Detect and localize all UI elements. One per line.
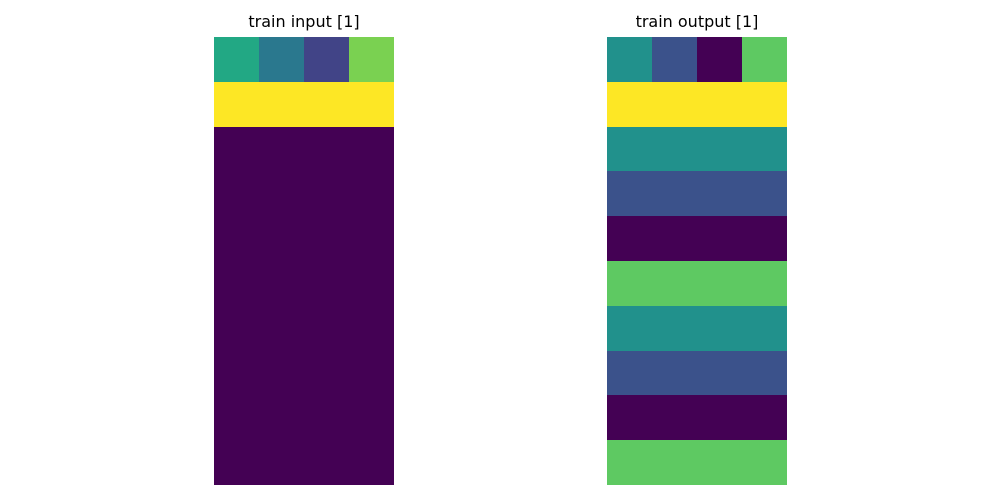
grid-cell — [259, 171, 304, 217]
grid-cell — [259, 37, 304, 82]
grid-cell — [697, 260, 742, 306]
grid-cell — [697, 350, 742, 396]
grid-cell — [652, 126, 697, 172]
grid-cell — [607, 126, 652, 172]
grid-cell — [259, 81, 304, 127]
grid-cell — [742, 81, 787, 127]
grid-cell — [349, 395, 394, 441]
grid-cell — [304, 81, 349, 127]
grid-cell — [742, 350, 787, 396]
grid-cell — [214, 440, 259, 485]
grid-cell — [214, 37, 259, 82]
grid-cell — [697, 305, 742, 351]
grid-cell — [349, 126, 394, 172]
grid-cell — [304, 395, 349, 441]
grid-cell — [349, 350, 394, 396]
grid-cell — [214, 305, 259, 351]
grid-cell — [742, 305, 787, 351]
grid-cell — [304, 216, 349, 261]
grid-cell — [259, 350, 304, 396]
grid-cell — [349, 260, 394, 306]
grid-cell — [304, 440, 349, 485]
grid-cell — [652, 216, 697, 261]
grid-cell — [607, 440, 652, 485]
grid-cell — [697, 126, 742, 172]
grid-cell — [652, 81, 697, 127]
grid-cell — [652, 395, 697, 441]
grid-cell — [697, 440, 742, 485]
panel-title: train input [1] — [248, 12, 360, 31]
grid-cell — [697, 395, 742, 441]
grid-cell — [349, 305, 394, 351]
grid-cell — [742, 126, 787, 172]
grid-cell — [607, 216, 652, 261]
grid-cell — [607, 260, 652, 306]
train-output-grid — [607, 37, 787, 485]
grid-cell — [607, 171, 652, 217]
grid-cell — [214, 395, 259, 441]
grid-cell — [697, 81, 742, 127]
grid-cell — [304, 305, 349, 351]
grid-cell — [259, 260, 304, 306]
grid-cell — [742, 440, 787, 485]
grid-cell — [742, 260, 787, 306]
grid-cell — [349, 81, 394, 127]
grid-cell — [259, 395, 304, 441]
grid-cell — [697, 37, 742, 82]
grid-cell — [304, 37, 349, 82]
grid-cell — [259, 126, 304, 172]
grid-cell — [652, 350, 697, 396]
grid-cell — [607, 81, 652, 127]
grid-cell — [349, 37, 394, 82]
grid-cell — [214, 216, 259, 261]
grid-cell — [742, 37, 787, 82]
grid-cell — [214, 171, 259, 217]
grid-cell — [304, 126, 349, 172]
grid-cell — [652, 171, 697, 217]
grid-cell — [697, 171, 742, 217]
grid-cell — [214, 81, 259, 127]
grid-cell — [742, 395, 787, 441]
grid-cell — [214, 260, 259, 306]
grid-cell — [259, 440, 304, 485]
grid-cell — [697, 216, 742, 261]
grid-cell — [214, 126, 259, 172]
grid-cell — [652, 37, 697, 82]
panel-title: train output [1] — [635, 12, 759, 31]
grid-cell — [304, 350, 349, 396]
grid-cell — [652, 440, 697, 485]
grid-cell — [742, 216, 787, 261]
grid-cell — [349, 171, 394, 217]
grid-cell — [349, 216, 394, 261]
grid-cell — [607, 37, 652, 82]
grid-cell — [652, 260, 697, 306]
grid-cell — [742, 171, 787, 217]
grid-cell — [214, 350, 259, 396]
grid-cell — [304, 171, 349, 217]
grid-cell — [304, 260, 349, 306]
grid-cell — [259, 305, 304, 351]
grid-cell — [259, 216, 304, 261]
grid-cell — [349, 440, 394, 485]
grid-cell — [607, 395, 652, 441]
grid-cell — [652, 305, 697, 351]
train-input-grid — [214, 37, 394, 485]
grid-cell — [607, 305, 652, 351]
grid-cell — [607, 350, 652, 396]
